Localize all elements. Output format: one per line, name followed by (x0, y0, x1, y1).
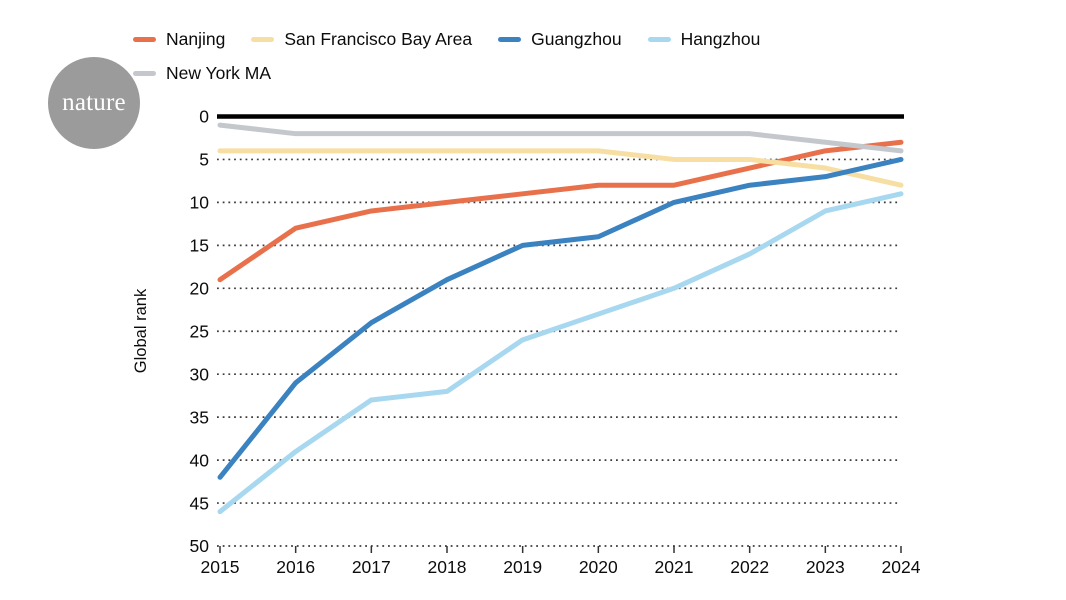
x-tick-2022: 2022 (730, 557, 769, 577)
y-tick-40: 40 (190, 450, 210, 470)
line-guangzhou (217, 156, 904, 480)
legend-row-1: Nanjing San Francisco Bay Area Guangzhou… (133, 22, 760, 56)
y-tick-5: 5 (199, 150, 209, 170)
y-tick-10: 10 (190, 193, 210, 213)
y-axis-title: Global rank (132, 288, 150, 373)
x-tick-2020: 2020 (579, 557, 618, 577)
legend-item-guangzhou: Guangzhou (498, 29, 622, 50)
legend-label-hangzhou: Hangzhou (680, 28, 761, 49)
legend-swatch-hangzhou (647, 36, 671, 42)
y-tick-45: 45 (190, 493, 209, 513)
x-tick-2016: 2016 (276, 557, 315, 577)
y-tick-35: 35 (190, 407, 209, 427)
line-nanjing (217, 139, 904, 283)
legend-label-guangzhou: Guangzhou (531, 28, 622, 49)
line-hangzhou (217, 191, 904, 515)
legend-item-hangzhou: Hangzhou (647, 28, 761, 50)
legend-swatch-nanjing (133, 36, 156, 42)
y-tick-20: 20 (190, 279, 210, 299)
legend-item-new-york-ma: New York MA (133, 63, 271, 84)
legend-swatch-guangzhou (498, 36, 522, 42)
x-tick-2018: 2018 (428, 557, 467, 577)
y-tick-25: 25 (190, 322, 209, 342)
x-tick-2015: 2015 (201, 557, 240, 577)
line-new-york-ma (217, 122, 904, 154)
line-san-francisco-bay-area (217, 148, 904, 188)
chart-legend: Nanjing San Francisco Bay Area Guangzhou… (133, 22, 760, 90)
series-lines (217, 122, 904, 515)
legend-item-nanjing: Nanjing (133, 29, 225, 50)
y-tick-50: 50 (190, 536, 210, 556)
nature-logo-text: nature (62, 89, 126, 116)
y-tick-15: 15 (190, 236, 209, 256)
y-tick-30: 30 (190, 364, 210, 384)
x-axis-tick-marks (219, 546, 902, 553)
legend-label-nanjing: Nanjing (166, 28, 226, 49)
legend-item-san-francisco-bay-area: San Francisco Bay Area (251, 29, 472, 50)
legend-label-new-york-ma: New York MA (166, 62, 272, 83)
legend-swatch-san-francisco-bay-area (251, 36, 275, 42)
y-axis-tick-labels: 0 5 10 15 20 25 30 35 40 45 50 (190, 107, 210, 557)
nature-logo: nature (48, 57, 140, 149)
x-tick-2019: 2019 (503, 557, 542, 577)
x-axis-tick-labels: 2015 2016 2017 2018 2019 2020 2021 2022 … (201, 557, 921, 577)
x-tick-2024: 2024 (882, 557, 921, 577)
legend-swatch-new-york-ma (133, 70, 156, 76)
y-gridlines (217, 158, 901, 547)
x-tick-2023: 2023 (806, 557, 845, 577)
x-tick-2021: 2021 (655, 557, 694, 577)
legend-label-san-francisco-bay-area: San Francisco Bay Area (284, 28, 473, 49)
y-tick-0: 0 (199, 107, 209, 127)
x-tick-2017: 2017 (352, 557, 391, 577)
legend-row-2: New York MA (133, 56, 760, 90)
